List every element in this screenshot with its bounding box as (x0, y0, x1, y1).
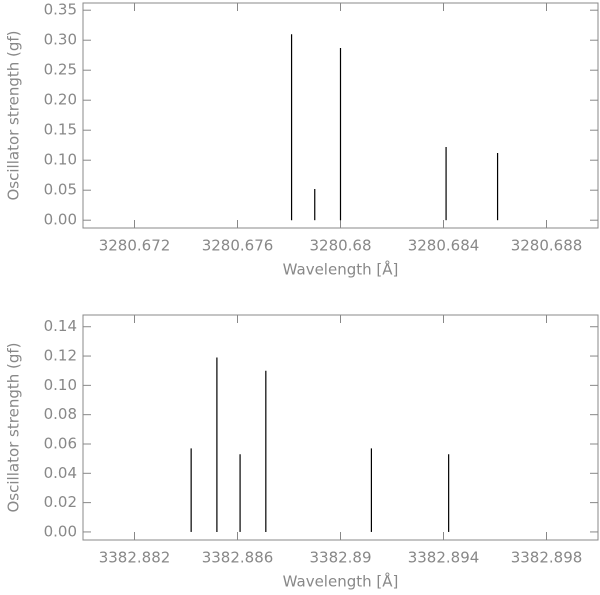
y-tick-label: 0.14 (44, 317, 77, 335)
x-tick-label: 3280.68 (309, 237, 371, 255)
x-tick-label: 3382.882 (99, 549, 171, 567)
x-axis-label: Wavelength [Å] (283, 260, 399, 279)
x-tick-label: 3280.676 (202, 237, 274, 255)
y-tick-label: 0.10 (44, 151, 77, 169)
x-tick-label: 3280.684 (408, 237, 480, 255)
y-tick-label: 0.00 (44, 522, 77, 540)
y-tick-label: 0.02 (44, 493, 77, 511)
y-axis-label: Oscillator strength (gf) (5, 342, 23, 512)
y-tick-label: 0.30 (44, 31, 77, 49)
y-tick-label: 0.08 (44, 405, 77, 423)
x-tick-label: 3382.894 (408, 549, 480, 567)
y-tick-label: 0.04 (44, 464, 77, 482)
x-tick-label: 3280.672 (99, 237, 171, 255)
y-tick-label: 0.00 (44, 211, 77, 229)
y-tick-label: 0.35 (44, 1, 77, 19)
plot-frame (82, 314, 599, 541)
y-tick-label: 0.20 (44, 91, 77, 109)
y-tick-label: 0.05 (44, 181, 77, 199)
y-tick-label: 0.25 (44, 61, 77, 79)
y-axis-label: Oscillator strength (gf) (5, 30, 23, 200)
x-tick-label: 3280.688 (511, 237, 583, 255)
y-tick-label: 0.12 (44, 347, 77, 365)
x-tick-label: 3382.89 (309, 549, 371, 567)
x-tick-label: 3382.898 (511, 549, 583, 567)
y-tick-label: 0.15 (44, 121, 77, 139)
y-tick-label: 0.10 (44, 376, 77, 394)
y-tick-label: 0.06 (44, 434, 77, 452)
x-axis-label: Wavelength [Å] (283, 572, 399, 591)
x-tick-label: 3382.886 (202, 549, 274, 567)
